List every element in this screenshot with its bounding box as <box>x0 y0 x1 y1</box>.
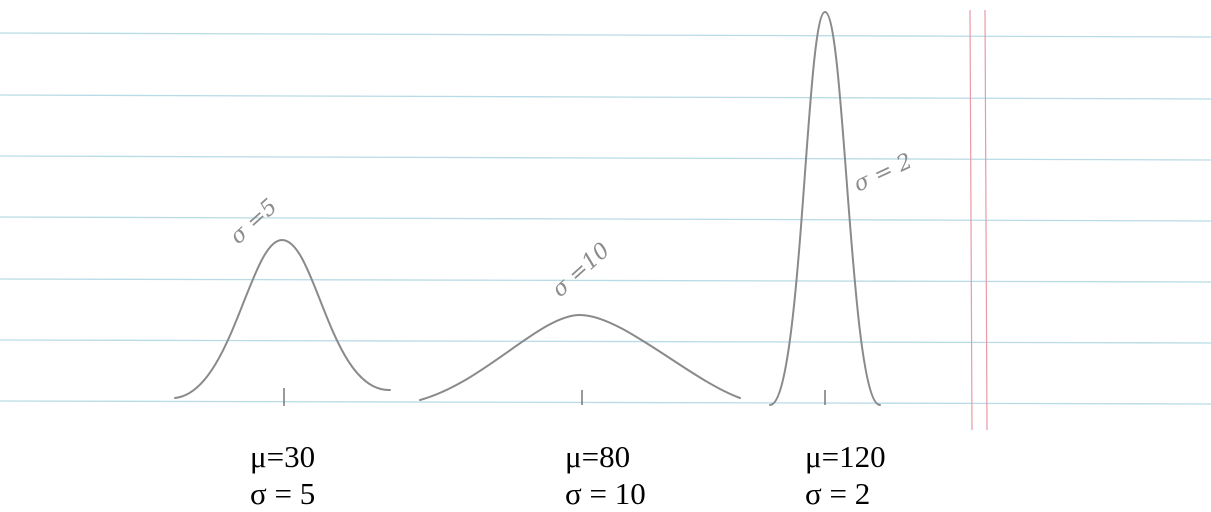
normal-curve <box>419 313 741 401</box>
mean-label: μ=30 <box>250 439 315 474</box>
mean-label: μ=80 <box>565 439 630 474</box>
rule-line <box>0 278 1211 283</box>
sigma-label: σ = 2 <box>805 476 870 511</box>
rule-line <box>0 155 1211 161</box>
hand-annotation: σ =5 <box>225 194 282 249</box>
mean-label: μ=120 <box>805 439 886 474</box>
normal-curve <box>174 238 391 399</box>
rule-line <box>0 339 1211 344</box>
normal-curve <box>769 10 881 406</box>
hand-annotation: σ =10 <box>547 238 615 302</box>
rule-line <box>0 216 1211 222</box>
margin-line <box>969 9 973 431</box>
ruled-lines <box>0 9 1211 431</box>
margin-line <box>984 9 988 431</box>
sigma-label: σ = 5 <box>250 476 315 511</box>
sigma-label: σ = 10 <box>565 476 646 511</box>
rule-line <box>0 400 1211 405</box>
rule-line <box>0 94 1211 100</box>
rule-line <box>0 32 1211 38</box>
hand-annotation: σ = 2 <box>850 149 916 198</box>
curves <box>174 10 881 406</box>
